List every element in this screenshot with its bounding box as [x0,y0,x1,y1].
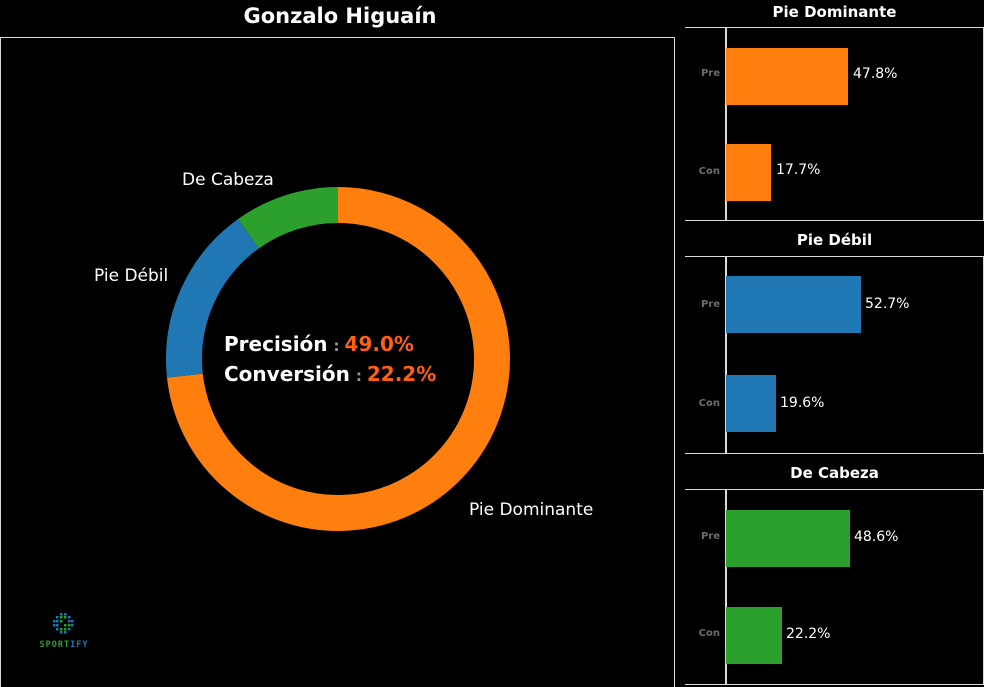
bar-pre [726,276,861,333]
separator: : [355,367,362,385]
donut-label-pie-debil: Pie Débil [94,266,169,286]
bar-chart-pie-debil: Pre 52.7% Con 19.6% [685,256,984,454]
bar-value: 52.7% [865,296,910,312]
precision-label: Precisión [224,332,328,356]
conversion-stat: Conversión:22.2% [224,362,436,386]
y-axis [725,28,727,220]
globe-icon [53,613,74,634]
bar-category: Pre [700,68,720,79]
panel-title-de-cabeza: De Cabeza [790,464,879,482]
page-title: Gonzalo Higuaín [243,4,437,28]
bar-chart-de-cabeza: Pre 48.6% Con 22.2% [685,489,984,685]
bar-category: Con [698,166,720,177]
logo-text: SPORTIFY [39,640,89,650]
y-axis [725,490,727,684]
bar-pre [726,48,848,105]
bar-pre [726,510,850,567]
bar-category: Pre [700,299,720,310]
precision-stat: Precisión:49.0% [224,332,414,356]
y-axis [725,257,727,453]
bar-category: Pre [700,531,720,542]
bar-con [726,607,782,664]
bar-chart-pie-dominante: Pre 47.8% Con 17.7% [685,27,984,221]
donut-label-pie-dominante: Pie Dominante [469,500,594,520]
bar-value: 48.6% [854,529,899,545]
bar-value: 47.8% [853,66,898,82]
sportify-logo: SPORTIFY [36,612,92,650]
donut-segment-de-cabeza [237,187,339,249]
bar-value: 17.7% [776,162,821,178]
donut-chart-panel [0,37,675,687]
separator: : [333,337,340,355]
panel-title-pie-debil: Pie Débil [796,231,873,249]
bar-con [726,375,776,432]
bar-category: Con [698,628,720,639]
donut-segment-pie-dominante [167,187,510,531]
bar-con [726,144,771,201]
donut-chart [166,187,510,531]
bar-value: 19.6% [780,395,825,411]
panel-title-pie-dominante: Pie Dominante [772,3,897,21]
conversion-label: Conversión [224,362,350,386]
bar-value: 22.2% [786,626,831,642]
conversion-value: 22.2% [366,362,437,386]
bar-category: Con [698,398,720,409]
donut-label-de-cabeza: De Cabeza [182,170,274,190]
precision-value: 49.0% [344,332,414,356]
donut-segment-pie-debil [166,219,260,378]
